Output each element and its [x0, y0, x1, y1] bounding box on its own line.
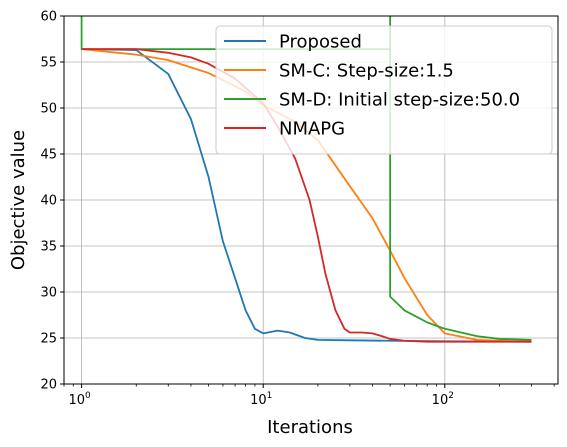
y-tick-label: 45 [40, 148, 57, 163]
y-tick-label: 55 [40, 56, 57, 71]
series-line-3 [80, 16, 532, 341]
y-tick-label: 20 [40, 378, 57, 393]
x-tick-label: 100 [68, 391, 91, 408]
legend: Proposed SM-C: Step-size:1.5 SM-D: Initial… [215, 25, 553, 155]
axes: 20 25 30 35 40 45 50 55 60 100 101 102 [40, 10, 559, 408]
y-tick-label: 35 [40, 240, 57, 255]
legend-label: NMAPG [279, 119, 345, 140]
legend-label: SM-C: Step-size:1.5 [279, 61, 454, 82]
y-tick-label: 40 [40, 194, 57, 209]
y-axis-label: Objective value [8, 130, 29, 270]
x-tick-label: 101 [250, 391, 272, 408]
legend-label: Proposed [279, 32, 362, 53]
x-axis-label: Iterations [267, 417, 353, 438]
x-tick-label: 102 [432, 391, 454, 408]
legend-box [215, 25, 553, 155]
series-line-1 [81, 48, 532, 343]
series-line-4 [81, 48, 532, 343]
y-tick-label: 50 [40, 102, 57, 117]
series-line-2 [81, 48, 532, 343]
legend-label: SM-D: Initial step-size:50.0 [279, 90, 520, 111]
y-tick-label: 60 [40, 10, 57, 25]
series-layer [80, 16, 532, 343]
y-tick-label: 30 [40, 286, 57, 301]
y-tick-label: 25 [40, 332, 57, 347]
